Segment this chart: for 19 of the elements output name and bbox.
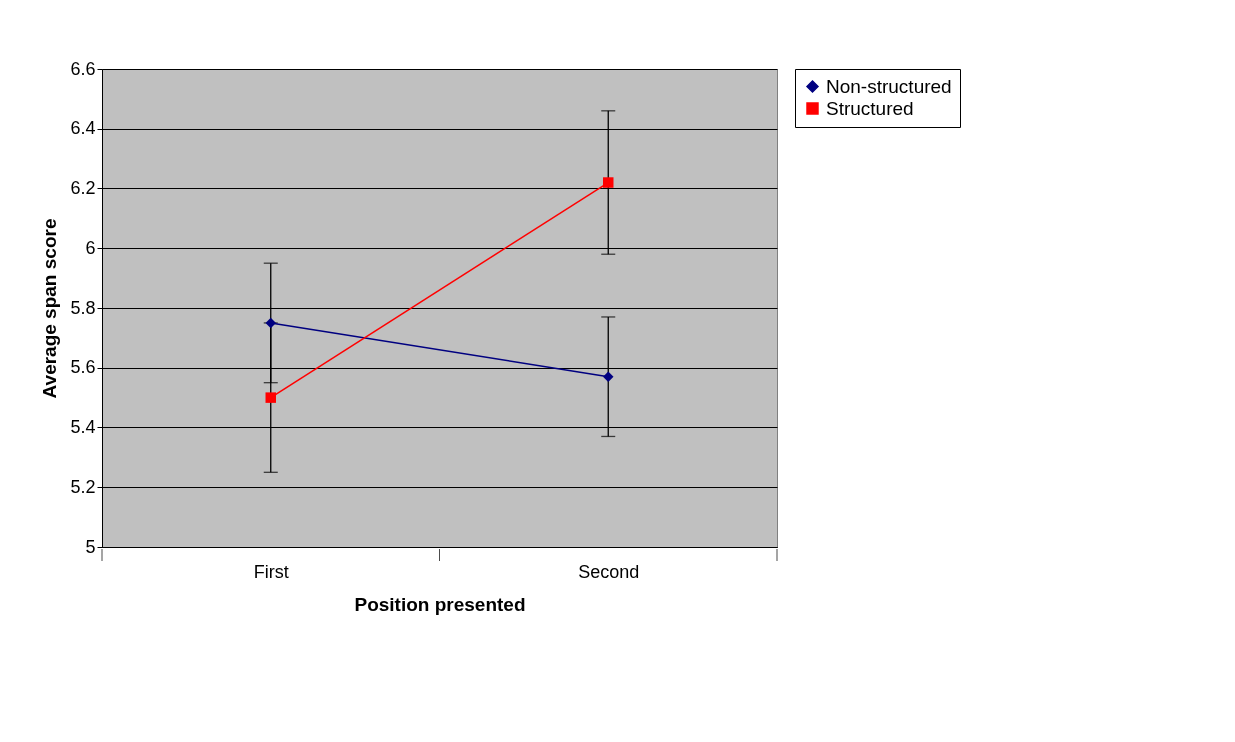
y-tick-label: 6 (85, 237, 96, 258)
y-axis-title: Average span score (39, 218, 61, 399)
y-tick-label: 5.2 (70, 476, 96, 497)
x-tick-label: Second (578, 561, 640, 582)
point (265, 317, 276, 329)
y-tick-label: 6.6 (70, 58, 96, 79)
y-tick-label: 5.4 (70, 417, 96, 437)
point (603, 371, 614, 382)
y-tick-label: 5 (85, 536, 96, 557)
point (603, 177, 614, 188)
legend-label: Structured (826, 97, 914, 119)
y-tick-label: 5.6 (70, 357, 96, 378)
legend-label: Non-structured (826, 75, 952, 97)
point (265, 392, 276, 403)
x-tick-label: First (253, 561, 289, 582)
y-tick-label: 5.8 (70, 297, 96, 318)
x-axis-title: Position presented (354, 593, 526, 615)
y-tick-label: 6.2 (70, 178, 96, 198)
y-tick-label: 6.4 (70, 118, 96, 139)
